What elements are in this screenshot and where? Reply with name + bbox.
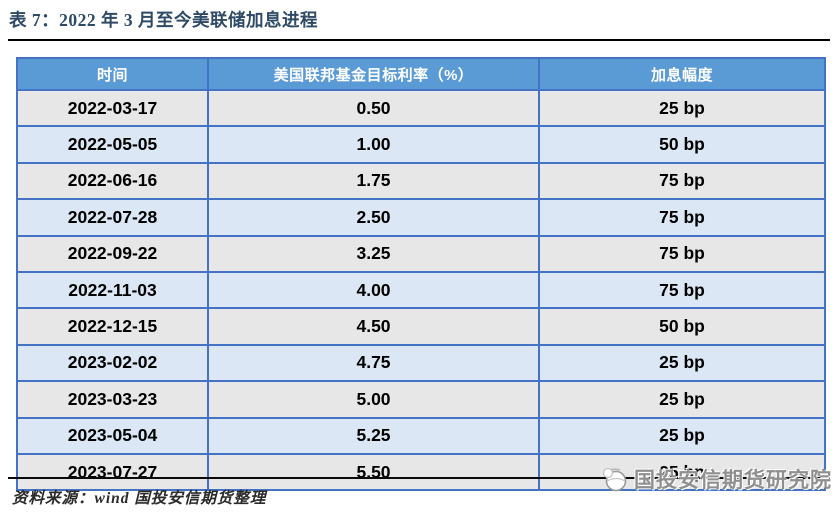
table-header-row: 时间 美国联邦基金目标利率（%） 加息幅度 [16,57,826,91]
table-row: 2022-06-16 1.75 75 bp [16,161,826,201]
table-row: 2022-09-22 3.25 75 bp [16,234,826,273]
table-row: 2022-07-28 2.50 75 bp [16,198,826,237]
date-cell: 2022-11-03 [16,270,209,310]
table-row: 2022-03-17 0.50 25 bp [16,88,826,128]
table-row: 2023-02-02 4.75 25 bp [16,343,826,383]
table-row: 2022-05-05 1.00 50 bp [16,125,826,164]
rate-cell: 5.25 [207,416,540,455]
header-hike: 加息幅度 [538,57,826,91]
hike-cell: 25 bp [538,380,826,419]
hike-cell: 50 bp [538,125,826,164]
rate-cell: 2.50 [207,198,540,237]
rate-cell: 4.75 [207,343,540,383]
hike-cell: 75 bp [538,234,826,273]
date-cell: 2023-05-04 [16,416,209,455]
title-divider [8,39,830,41]
hike-cell: 25 bp [538,343,826,383]
date-cell: 2023-07-27 [16,452,209,492]
hike-cell: 25 bp [538,416,826,455]
table-row: 2022-12-15 4.50 50 bp [16,307,826,346]
table-row: 2023-03-23 5.00 25 bp [16,380,826,419]
footer-divider [8,477,830,479]
date-cell: 2022-06-16 [16,161,209,201]
date-cell: 2022-03-17 [16,88,209,128]
table-row: 2023-05-04 5.25 25 bp [16,416,826,455]
rate-cell: 5.50 [207,452,540,492]
header-rate: 美国联邦基金目标利率（%） [207,57,540,91]
watermark-label: 国投安信期货研究院 [634,469,832,492]
table-title: 表 7：2022 年 3 月至今美联储加息进程 [9,10,318,30]
hike-cell: 25 bp [538,452,826,492]
hike-cell: 50 bp [538,307,826,346]
rate-cell: 0.50 [207,88,540,128]
hike-cell: 75 bp [538,270,826,310]
header-time: 时间 [16,57,209,91]
watermark: 国投安信期货研究院 [600,464,832,494]
rate-cell: 3.25 [207,234,540,273]
hike-cell: 75 bp [538,198,826,237]
rate-cell: 5.00 [207,380,540,419]
source-note: 资料来源：wind 国投安信期货整理 [12,490,267,507]
hike-cell: 25 bp [538,88,826,128]
date-cell: 2022-05-05 [16,125,209,164]
rate-cell: 4.00 [207,270,540,310]
hike-cell: 75 bp [538,161,826,201]
date-cell: 2022-09-22 [16,234,209,273]
rate-cell: 1.00 [207,125,540,164]
table-row: 2022-11-03 4.00 75 bp [16,270,826,310]
table-row: 2023-07-27 5.50 25 bp [16,452,826,492]
date-cell: 2022-07-28 [16,198,209,237]
rate-cell: 4.50 [207,307,540,346]
date-cell: 2023-02-02 [16,343,209,383]
rate-cell: 1.75 [207,161,540,201]
date-cell: 2022-12-15 [16,307,209,346]
rate-hike-table: 时间 美国联邦基金目标利率（%） 加息幅度 2022-03-17 0.50 25… [16,57,826,492]
globe-logo-icon [602,467,627,492]
date-cell: 2023-03-23 [16,380,209,419]
